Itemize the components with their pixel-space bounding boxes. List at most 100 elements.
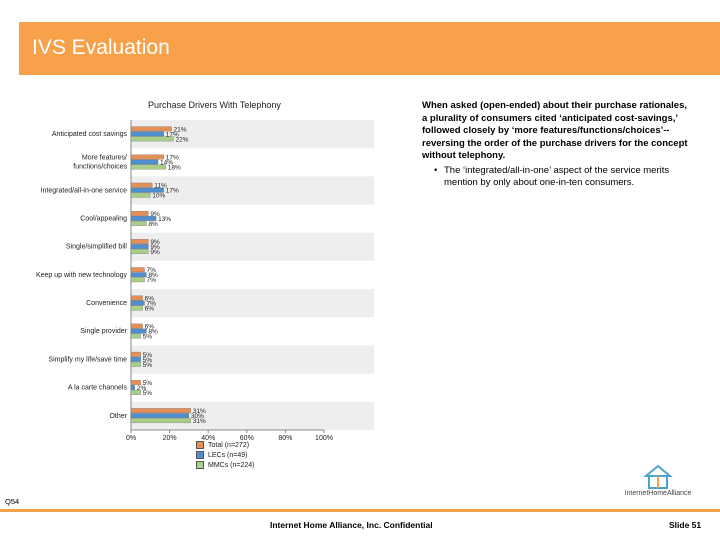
header-bar: IVS Evaluation [19, 22, 720, 75]
bar [130, 300, 145, 306]
x-tick-label: 80% [278, 435, 292, 442]
data-label: 7% [147, 300, 157, 307]
data-label: 31% [193, 418, 206, 425]
data-label: 6% [145, 295, 155, 302]
data-label: 5% [143, 334, 153, 341]
bar [130, 154, 164, 160]
chart-title: Purchase Drivers With Telephony [148, 100, 281, 110]
legend-swatch-lecs [196, 451, 204, 459]
bar [130, 192, 151, 198]
data-label: 31% [193, 408, 206, 415]
data-label: 18% [168, 164, 181, 171]
data-label: 30% [191, 413, 204, 420]
bar [130, 131, 164, 137]
data-label: 5% [143, 362, 153, 369]
legend-item-total: Total (n=272) [196, 440, 254, 450]
bar [130, 361, 141, 367]
category-label: Keep up with new technology [36, 272, 128, 279]
data-label: 5% [143, 380, 153, 387]
footer-divider [0, 509, 720, 512]
x-tick-label: 40% [201, 435, 215, 442]
legend-swatch-total [196, 441, 204, 449]
footer-confidential: Internet Home Alliance, Inc. Confidentia… [270, 520, 433, 530]
house-logo-icon [643, 464, 673, 489]
legend-label-lecs: LECs (n=49) [208, 451, 248, 459]
category-label: Integrated/all-in-one service [41, 187, 127, 194]
data-label: 21% [174, 126, 187, 133]
data-label: 7% [147, 277, 157, 284]
category-band [131, 232, 374, 261]
bar [130, 356, 141, 362]
bullet-icon: • [434, 164, 438, 176]
side-paragraph: When asked (open-ended) about their purc… [422, 100, 688, 161]
data-label: 8% [148, 329, 158, 336]
data-label: 9% [150, 244, 160, 251]
data-label: 17% [166, 131, 179, 138]
category-label: Single provider [80, 328, 127, 335]
data-label: 7% [147, 267, 157, 274]
x-tick-label: 0% [126, 435, 136, 442]
data-label: 17% [166, 188, 179, 195]
bar [130, 210, 149, 216]
data-label: 22% [175, 136, 188, 143]
category-label: Convenience [86, 300, 127, 307]
data-label: 11% [154, 183, 167, 190]
data-label: 9% [150, 211, 160, 218]
data-label: 6% [145, 324, 155, 331]
bar [130, 418, 191, 424]
bar [130, 408, 191, 414]
bar [130, 220, 147, 226]
bar [130, 277, 145, 283]
chart-legend: Total (n=272) LECs (n=49) MMCs (n=224) [196, 440, 254, 470]
bar [130, 239, 149, 244]
data-label: 10% [152, 193, 165, 200]
category-label: More features/ [82, 155, 127, 162]
data-label: 8% [148, 272, 158, 279]
legend-item-lecs: LECs (n=49) [196, 450, 254, 460]
bar [130, 159, 159, 165]
legend-item-mmcs: MMCs (n=224) [196, 460, 254, 470]
bar [130, 385, 136, 390]
alliance-logo: InternetHomeAlliance [606, 462, 710, 502]
side-bullet: • The ‘integrated/all-in-one’ aspect of … [434, 165, 694, 190]
question-label: Q54 [5, 497, 20, 506]
legend-label-total: Total (n=272) [208, 441, 250, 449]
data-label: 5% [143, 352, 153, 359]
data-label: 13% [158, 216, 171, 223]
x-tick-label: 100% [315, 435, 333, 442]
data-label: 8% [148, 221, 158, 228]
data-label: 5% [143, 390, 153, 397]
bar [130, 215, 157, 221]
legend-label-mmcs: MMCs (n=224) [208, 461, 255, 469]
category-label: Anticipated cost savings [52, 131, 128, 138]
category-label: Single/simplified bill [66, 244, 128, 251]
legend-swatch-mmcs [196, 461, 204, 469]
category-label: A la carte channels [68, 385, 128, 392]
bar [130, 380, 141, 385]
data-label: 2% [137, 385, 147, 392]
bar [130, 328, 147, 334]
side-bullet-text: The ‘integrated/all-in-one’ aspect of th… [444, 164, 670, 189]
bar [130, 413, 190, 419]
data-label: 17% [166, 154, 179, 161]
bar [130, 249, 149, 254]
x-tick-label: 20% [163, 435, 177, 442]
bar [130, 323, 143, 329]
bar [130, 333, 141, 339]
slide-number: Slide 51 [669, 520, 702, 530]
category-band [131, 176, 374, 205]
data-label: 14% [160, 159, 173, 166]
bar [130, 126, 172, 132]
category-label: functions/choices [73, 164, 127, 171]
bar [130, 267, 145, 273]
category-label: Other [109, 413, 127, 420]
page-title: IVS Evaluation [32, 36, 170, 59]
data-label: 6% [145, 305, 155, 312]
data-label: 5% [143, 357, 153, 364]
bar [130, 390, 141, 395]
logo-text: InternetHomeAlliance [624, 490, 692, 497]
bar [130, 164, 166, 170]
category-band [131, 289, 374, 318]
x-tick-label: 60% [240, 435, 254, 442]
